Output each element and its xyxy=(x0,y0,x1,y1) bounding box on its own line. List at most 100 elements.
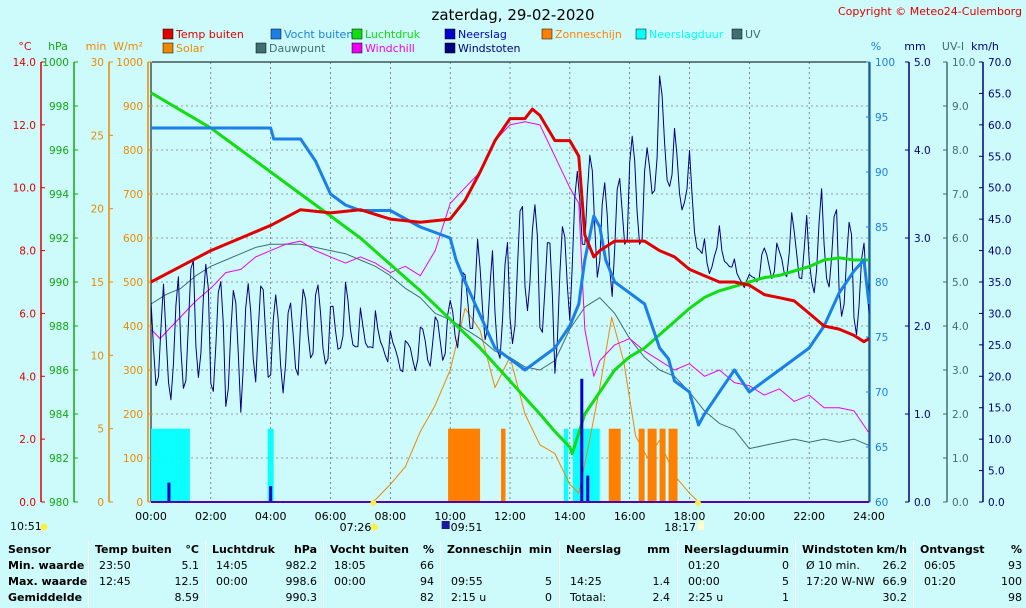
table-cell-time: 17:20 W-NW xyxy=(806,575,875,588)
wind-tick-label: 50.0 xyxy=(988,183,1011,195)
table-cell-value: 66.9 xyxy=(882,575,908,588)
sunset-label: 18:17 xyxy=(664,521,696,534)
sun_min-tick-label: 20 xyxy=(91,204,104,216)
solar-tick-label: 1000 xyxy=(116,57,143,69)
wind-tick-label: 0.0 xyxy=(988,497,1005,509)
wind-tick-label: 45.0 xyxy=(988,214,1011,226)
temp-tick-label: 4.0 xyxy=(19,371,36,383)
table-column-unit: % xyxy=(422,543,434,556)
sunset-icon xyxy=(697,521,704,530)
uv-tick-label: 3.0 xyxy=(952,365,969,377)
sunshine-bar xyxy=(608,428,621,502)
table-cell-time: 00:00 xyxy=(688,575,720,588)
temp-tick-label: 2.0 xyxy=(19,434,36,446)
humidity-tick-label: 90 xyxy=(875,167,888,179)
uv-tick-label: 1.0 xyxy=(952,453,969,465)
sunrise-axis-marker xyxy=(370,500,377,506)
sunshine-bar xyxy=(448,428,481,502)
legend-swatch xyxy=(255,42,267,54)
pressure-tick-label: 984 xyxy=(49,409,69,421)
solar-tick-label: 400 xyxy=(123,321,143,333)
sunrise-label: 07:26 xyxy=(340,521,372,534)
table-cell-time: Ø 10 min. xyxy=(806,559,860,572)
uv-tick-label: 7.0 xyxy=(952,189,969,201)
legend-label: Zonneschijn xyxy=(555,28,622,41)
table-cell-time: 12:45 xyxy=(99,575,131,588)
legend-swatch xyxy=(444,42,456,54)
sun_min-tick-label: 25 xyxy=(91,130,104,142)
humidity-tick-label: 65 xyxy=(875,442,888,454)
table-column-separator xyxy=(559,541,560,608)
table-cell-value: 98 xyxy=(1008,591,1022,604)
rain-bar xyxy=(269,486,273,502)
x-tick-label: 16:00 xyxy=(614,510,646,523)
series-luchtdruk xyxy=(150,91,869,456)
legend-label: Dauwpunt xyxy=(269,42,326,55)
table-cell-value: 82 xyxy=(420,591,434,604)
table-cell-time: 01:20 xyxy=(924,575,956,588)
temp-tick-label: 12.0 xyxy=(13,120,36,132)
x-tick-label: 20:00 xyxy=(733,510,765,523)
table-cell-value: 100 xyxy=(1001,575,1022,588)
x-tick-label: 00:00 xyxy=(135,510,167,523)
table-column-unit: % xyxy=(1010,543,1022,556)
humidity-tick-label: 80 xyxy=(875,277,888,289)
table-cell-time: 14:25 xyxy=(570,575,602,588)
x-tick-label: 06:00 xyxy=(315,510,347,523)
table-cell-value: 982.2 xyxy=(285,559,318,572)
table-cell-value: 5.1 xyxy=(181,559,200,572)
table-column-separator xyxy=(88,541,89,608)
table-column-header: Zonneschijn xyxy=(447,543,522,556)
wind-tick-label: 35.0 xyxy=(988,277,1011,289)
legend-label: Neerslagduur xyxy=(649,28,724,41)
solar-tick-label: 500 xyxy=(123,277,143,289)
table-cell-time: 23:50 xyxy=(99,559,131,572)
legend-label: Solar xyxy=(176,42,205,55)
rain-duration-bar xyxy=(563,428,569,502)
table-cell-value: 1.4 xyxy=(652,575,671,588)
legend-label: Luchtdruk xyxy=(365,28,421,41)
table-cell-value: 66 xyxy=(420,559,434,572)
pressure-tick-label: 998 xyxy=(49,101,69,113)
sunshine-bar xyxy=(668,428,678,502)
series-vocht-buiten xyxy=(151,126,871,427)
pressure-tick-label: 992 xyxy=(49,233,69,245)
humidity-unit-label: % xyxy=(871,40,881,53)
table-row-label: Gemiddelde xyxy=(8,591,83,604)
series-temp-buiten xyxy=(150,107,870,344)
uv-unit-label: UV-I xyxy=(942,40,964,53)
first-time-label: 10:51 xyxy=(10,520,42,533)
rain-unit-label: mm xyxy=(904,40,925,53)
solar-tick-label: 600 xyxy=(123,233,143,245)
x-tick-label: 02:00 xyxy=(195,510,227,523)
pressure-tick-label: 996 xyxy=(49,145,69,157)
table-cell-time: 09:55 xyxy=(451,575,483,588)
sunrise-icon xyxy=(370,523,378,531)
table-column-separator xyxy=(205,541,206,608)
table-cell-time: 2:15 u xyxy=(451,591,487,604)
table-cell-value: 0 xyxy=(545,591,552,604)
table-column-unit: mm xyxy=(647,543,670,556)
solar-noon-icon xyxy=(441,521,450,529)
wind-tick-label: 40.0 xyxy=(988,246,1011,258)
legend-label: Neerslag xyxy=(458,28,507,41)
series-windstoten xyxy=(150,75,870,413)
pressure-tick-label: 1000 xyxy=(42,57,69,69)
rain-bar xyxy=(167,482,171,502)
table-cell-value: 30.2 xyxy=(882,591,908,604)
sun_min-tick-label: 15 xyxy=(91,277,104,289)
wind-tick-label: 55.0 xyxy=(988,151,1011,163)
legend-swatch xyxy=(541,28,553,40)
table-cell-value: 8.59 xyxy=(174,591,200,604)
legend-swatch xyxy=(351,28,363,40)
rain-duration-bar xyxy=(267,428,274,502)
copyright-link[interactable]: Copyright © Meteo24-Culemborg xyxy=(838,5,1022,18)
legend-swatch xyxy=(162,42,174,54)
solar-tick-label: 800 xyxy=(123,145,143,157)
solar-tick-label: 300 xyxy=(123,365,143,377)
pressure-tick-label: 994 xyxy=(49,189,69,201)
table-cell-time: 00:00 xyxy=(216,575,248,588)
sunshine-bar xyxy=(647,428,657,502)
legend-label: Vocht buiten xyxy=(284,28,353,41)
x-tick-label: 24:00 xyxy=(853,510,885,523)
